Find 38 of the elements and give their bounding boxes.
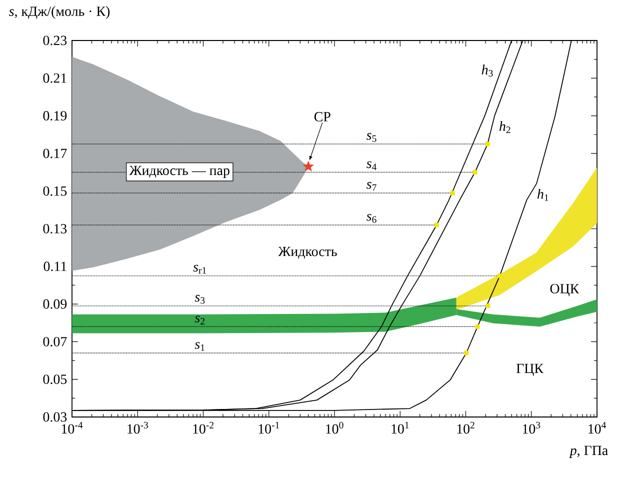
text: CP <box>314 112 330 122</box>
x-tick-label: 10$^{2}$ <box>457 422 474 434</box>
series-label: h$_{1}$ <box>537 188 548 201</box>
y-tick-label: 0.05 <box>43 374 67 384</box>
y-tick-label: 0.03 <box>43 412 67 422</box>
annotation: ГЦК <box>516 364 544 376</box>
annotation: Жидкость — пар <box>129 166 230 178</box>
x-tick-label: 10$^{3}$ <box>522 422 540 434</box>
y-tick-label: 0.17 <box>43 148 67 158</box>
y-tick-label: 0.23 <box>43 36 67 46</box>
series-label: s$_{4}$ <box>366 161 377 170</box>
y-tick-label: 0.11 <box>44 262 66 272</box>
x-tick-label: 10$^{-2}$ <box>193 422 214 434</box>
series-label: s$_{r1}$ <box>193 264 206 274</box>
x-tick-label: 10$^{-4}$ <box>62 422 83 434</box>
series-label: s$_{7}$ <box>366 182 376 191</box>
series-label: s$_{1}$ <box>194 342 204 351</box>
y-tick-label: 0.21 <box>43 73 66 83</box>
x-tick-label: 10$^{4}$ <box>588 422 606 434</box>
y-tick-label: 0.07 <box>43 336 67 346</box>
y-tick-label: 0.09 <box>43 299 67 309</box>
y-tick-label: 0.19 <box>43 111 67 121</box>
annotation: ОЦК <box>550 284 580 296</box>
series-label: s$_{3}$ <box>194 294 205 304</box>
series-label: s$_{5}$ <box>366 133 376 142</box>
series-label: s$_{2}$ <box>194 316 204 324</box>
x-tick-label: 10$^{0}$ <box>326 422 344 434</box>
annotation: Жидкость <box>278 246 337 259</box>
y-axis-title: s, кДж/(моль · К) <box>9 6 110 19</box>
y-tick-label: 0.15 <box>43 186 67 196</box>
x-tick-label: 10$^{1}$ <box>392 422 409 434</box>
y-tick-label: 0.13 <box>43 224 67 234</box>
x-axis-title: p, ГПа <box>569 446 608 458</box>
series-label: h$_{3}$ <box>482 64 493 77</box>
series-label: s$_{6}$ <box>366 214 376 223</box>
x-tick-label: 10$^{-1}$ <box>258 422 280 434</box>
series-label: h$_{2}$ <box>499 121 510 134</box>
x-tick-label: 10$^{-3}$ <box>128 422 148 434</box>
